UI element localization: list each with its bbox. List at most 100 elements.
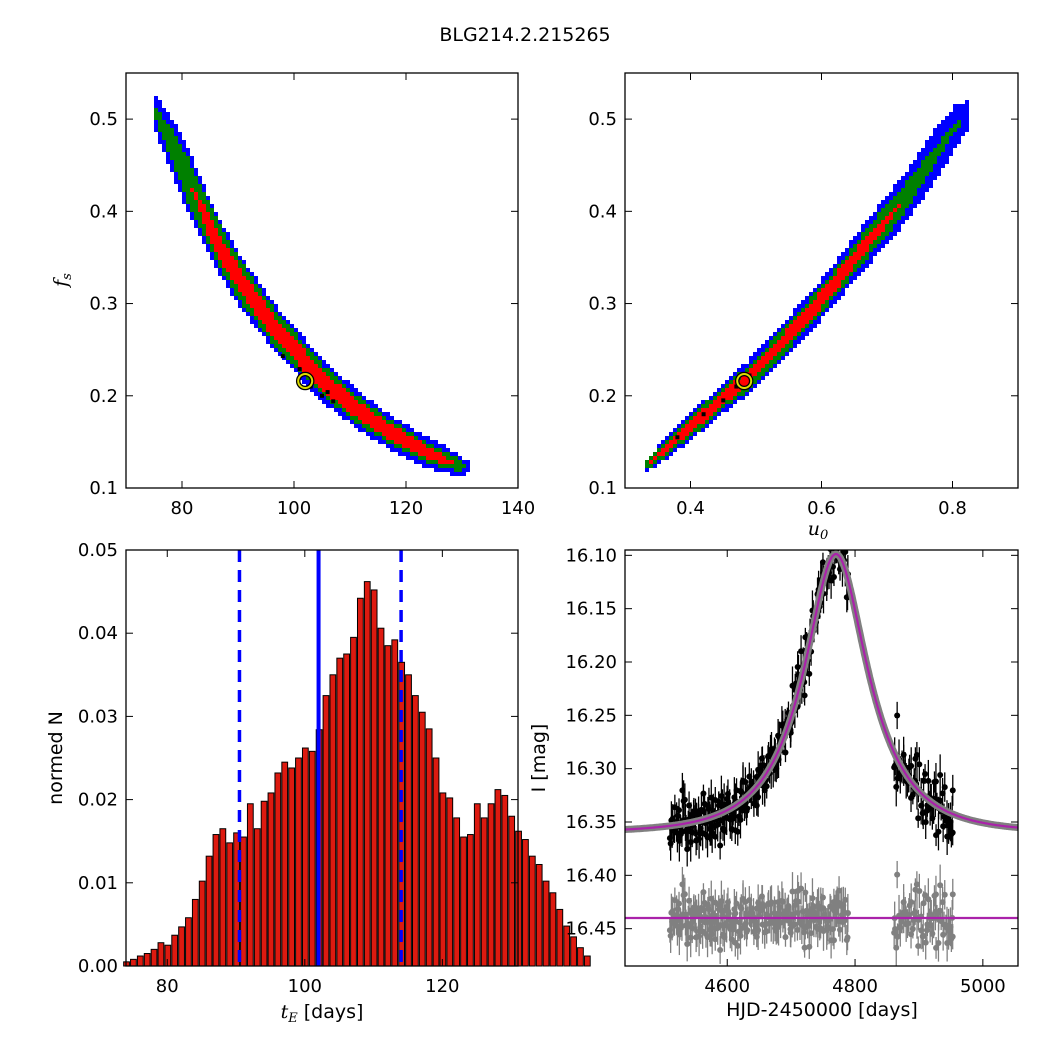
panel-fs-vs-u0-blue-cell (749, 356, 753, 360)
panel-fs-vs-te-blue-cell (390, 444, 394, 448)
panel-fs-vs-te-red-cell (406, 444, 410, 448)
histogram-bar (350, 636, 357, 967)
histogram-bar (528, 855, 536, 967)
panel-fs-vs-te-green-cell (218, 264, 222, 268)
panel-fs-vs-te-red-cell (354, 408, 358, 412)
panel-fs-vs-te-red-cell (370, 420, 374, 424)
panel-fs-vs-te-blue-cell (326, 404, 330, 408)
panel-fs-vs-u0-red-cell (685, 432, 689, 436)
panel-fs-vs-u0-red-cell (757, 368, 761, 372)
panel-fs-vs-te-red-cell (222, 252, 226, 256)
panel-fs-vs-u0-blue-cell (957, 112, 961, 116)
panel-fs-vs-te-green-cell (414, 452, 418, 456)
panel-fs-vs-u0-green-cell (837, 264, 841, 268)
panel-fs-vs-u0-green-cell (925, 172, 929, 176)
panel-fs-vs-te-green-cell (250, 280, 254, 284)
panel-fs-vs-te-blue-cell (362, 428, 366, 432)
panel-fs-vs-u0-blue-cell (953, 136, 957, 140)
panel-fs-vs-te-red-cell (418, 452, 422, 456)
panel-fs-vs-te-red-cell (282, 332, 286, 336)
panel-fs-vs-te-red-cell (326, 388, 330, 392)
residual-point (932, 891, 939, 898)
panel-fs-vs-te-blue-cell (298, 336, 302, 340)
histogram-bar (363, 581, 371, 967)
panel-fs-vs-te-green-cell (198, 216, 202, 220)
panel-fs-vs-te-blue-cell (182, 144, 186, 148)
panel-fs-vs-te-blue-cell (238, 256, 242, 260)
panel-fs-vs-te-red-cell (274, 328, 278, 332)
panel-fs-vs-te-green-cell (422, 456, 426, 460)
panel-fs-vs-te-blue-cell (154, 128, 158, 132)
panel-fs-vs-te-red-cell (310, 368, 314, 372)
panel-fs-vs-u0-blue-cell (701, 400, 705, 404)
panel-fs-vs-te-red-cell (366, 420, 370, 424)
panel-fs-vs-u0-red-cell (761, 356, 765, 360)
panel-fs-vs-te-red-cell (302, 364, 306, 368)
panel-fs-vs-te-blue-cell (182, 192, 186, 196)
panel-fs-vs-te-red-cell (226, 260, 230, 264)
panel-fs-vs-u0-green-cell (905, 200, 909, 204)
panel-fs-vs-u0-blue-cell (793, 308, 797, 312)
residual-point (795, 898, 802, 905)
panel-fs-vs-u0-green-cell (893, 200, 897, 204)
panel-fs-vs-u0-red-cell (821, 300, 825, 304)
panel-fs-vs-u0-blue-cell (921, 152, 925, 156)
panel-fs-vs-u0-blue-cell (885, 236, 889, 240)
histogram-bar (542, 880, 550, 967)
panel-fs-vs-te-green-cell (334, 376, 338, 380)
panel-fs-vs-u0-red-cell (877, 224, 881, 228)
panel-fs-vs-te-red-cell (206, 216, 210, 220)
panel-fs-vs-u0-red-cell (737, 388, 741, 392)
panel-fs-vs-te-blue-cell (202, 236, 206, 240)
panel-fs-vs-u0-red-cell (653, 456, 657, 460)
panel-fs-vs-te-red-cell (342, 396, 346, 400)
panel-fs-vs-u0-green-cell (949, 132, 953, 136)
panel-fs-vs-te-blue-cell (290, 324, 294, 328)
panel-fs-vs-te-green-cell (370, 408, 374, 412)
panel-fs-vs-u0-blue-cell (961, 116, 965, 120)
panel-fs-vs-u0-green-cell (953, 128, 957, 132)
panel-fs-vs-u0-blue-cell (925, 144, 929, 148)
panel-fs-vs-te-red-cell (190, 188, 194, 192)
panel-fs-vs-u0-red-cell (881, 220, 885, 224)
panel-fs-vs-u0-green-cell (881, 232, 885, 236)
panel-fs-vs-u0-green-cell (941, 136, 945, 140)
panel-fs-vs-u0-green-cell (697, 424, 701, 428)
panel-fs-vs-te-blue-cell (426, 436, 430, 440)
panel-fs-vs-u0-blue-cell (953, 144, 957, 148)
panel-fs-vs-te-red-cell (398, 440, 402, 444)
panel-fs-vs-u0-blue-cell (817, 284, 821, 288)
panel-fs-vs-te-green-cell (202, 224, 206, 228)
observed-point (739, 807, 746, 814)
panel-fs-vs-u0-green-cell (753, 376, 757, 380)
panel-fs-vs-te-green-cell (198, 188, 202, 192)
panel-fs-vs-u0-blue-cell (693, 408, 697, 412)
panel-fs-vs-u0-blue-cell (869, 252, 873, 256)
panel-fs-vs-u0-red-cell (701, 416, 705, 420)
observed-point (922, 770, 929, 777)
panel-fs-vs-u0-green-cell (913, 172, 917, 176)
panel-fs-vs-te-blue-cell (182, 140, 186, 144)
panel-fs-vs-u0-blue-cell (701, 428, 705, 432)
panel-fs-vs-u0-blue-cell (661, 440, 665, 444)
panel-fs-vs-te-green-cell (390, 440, 394, 444)
panel-fs-vs-te-red-cell (382, 428, 386, 432)
panel-fs-vs-te-blue-cell (290, 364, 294, 368)
panel-fs-vs-te-red-cell (358, 416, 362, 420)
panel-fs-vs-te-blue-cell (158, 132, 162, 136)
panel-fs-vs-u0-blue-cell (797, 304, 801, 308)
panel-fs-vs-te-red-cell (290, 340, 294, 344)
panel-fs-vs-u0-red-cell (693, 420, 697, 424)
panel-fs-vs-u0-green-cell (833, 272, 837, 276)
panel-fs-vs-te-blue-cell (198, 232, 202, 236)
observed-point (684, 846, 691, 853)
panel-fs-vs-te-red-cell (330, 388, 334, 392)
panel-fs-vs-u0-red-cell (649, 460, 653, 464)
panel-fs-vs-te-green-cell (270, 308, 274, 312)
panel-fs-vs-u0-blue-cell (893, 224, 897, 228)
panel-fs-vs-te-red-cell (298, 360, 302, 364)
panel-fs-vs-te-red-cell (334, 384, 338, 388)
panel-fs-vs-te-red-cell (426, 452, 430, 456)
histogram-bar (136, 955, 144, 967)
panel-fs-vs-te-red-cell (286, 348, 290, 352)
